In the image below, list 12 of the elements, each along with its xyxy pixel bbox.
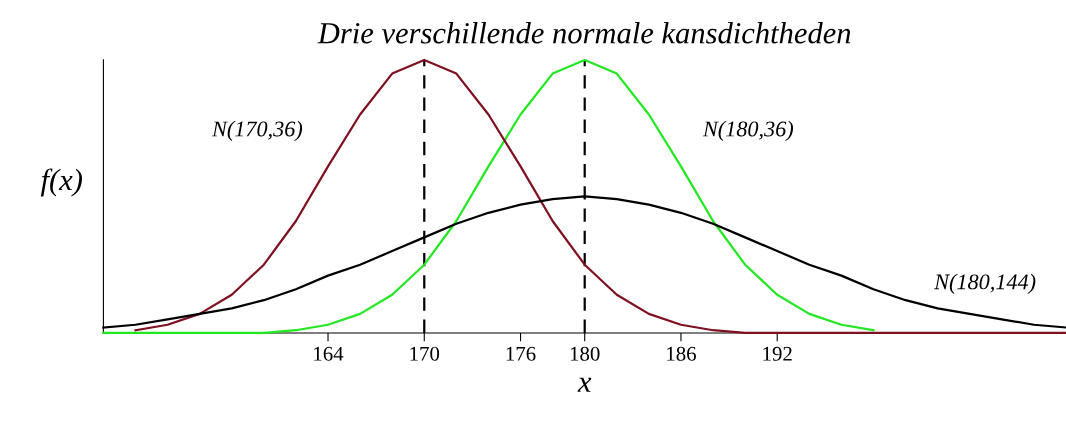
x-tick-label: 180 [570,346,600,361]
chart-title: Drie verschillende normale kansdichtheden [317,22,851,44]
x-tick-label: 176 [506,346,536,361]
annotation: N(180,36) [702,120,794,141]
annotation: N(180,144) [934,273,1036,294]
x-tick-label: 186 [667,346,696,361]
annotation: N(170,36) [211,120,303,141]
x-axis-title: x [577,377,592,392]
y-axis-title: f(x) [40,168,82,197]
x-tick-label: 170 [410,346,440,361]
x-tick-label: 164 [314,346,344,361]
x-tick-label: 192 [763,346,792,361]
